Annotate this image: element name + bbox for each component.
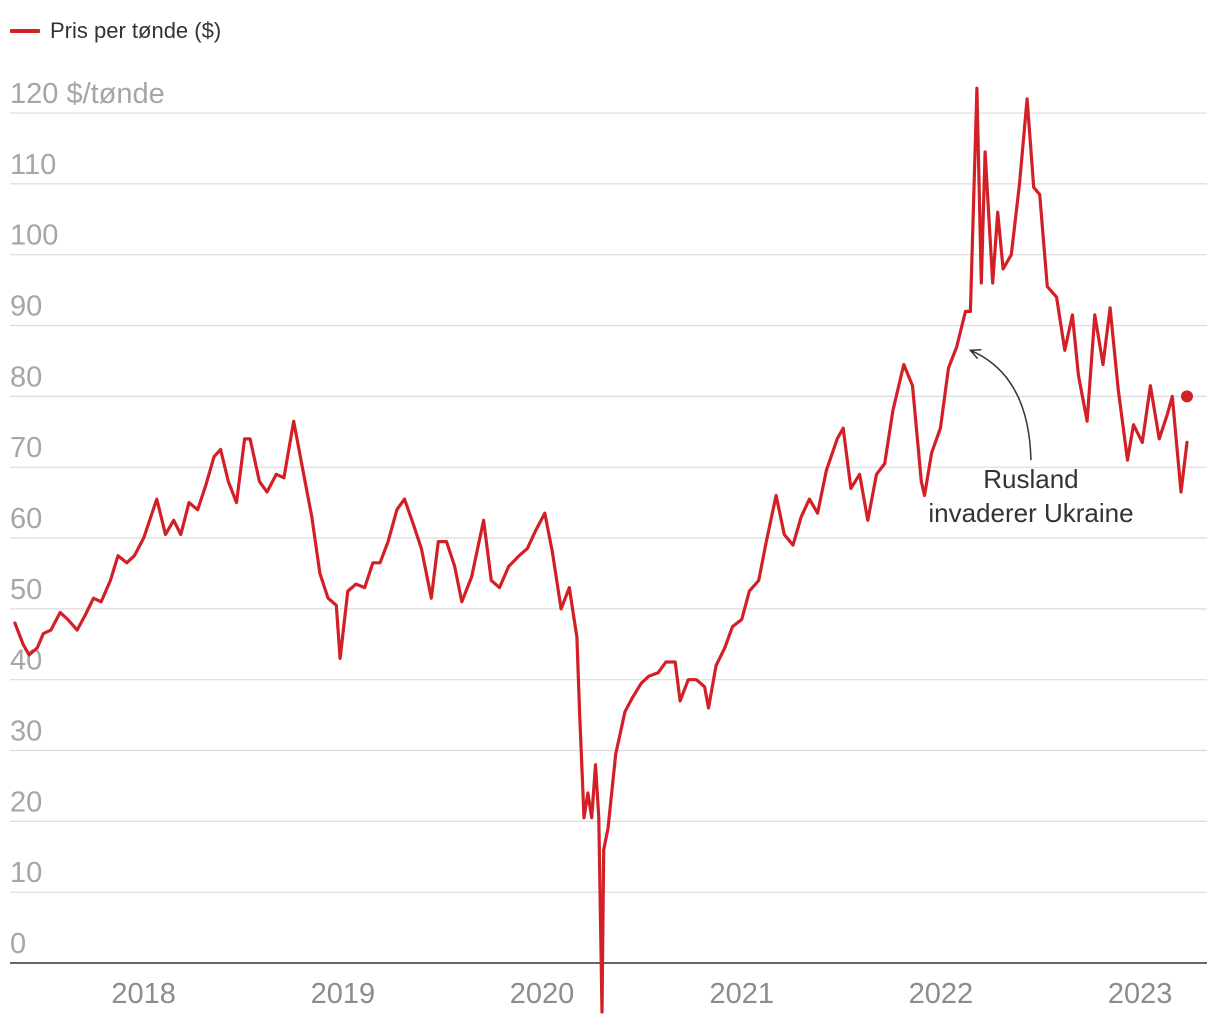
y-tick-label: 90: [10, 291, 42, 323]
legend-swatch: [10, 29, 40, 33]
x-axis-ticks: 2018 2019 2020 2021 2022 2023: [111, 978, 1172, 1010]
y-unit-label: 120 $/tønde: [10, 78, 165, 110]
gridlines: [10, 112, 1207, 964]
annotation-arrow: [970, 349, 1032, 461]
y-tick-label: 110: [10, 149, 56, 181]
x-tick-label: 2018: [111, 978, 176, 1010]
series-line: [13, 86, 1189, 1014]
y-tick-label: 80: [10, 361, 42, 393]
y-tick-label: 100: [10, 220, 58, 252]
y-tick-label: 20: [10, 786, 42, 818]
y-tick-label: 70: [10, 432, 42, 464]
annotation-arrowhead: [968, 349, 982, 360]
legend-label: Pris per tønde ($): [50, 18, 222, 43]
y-tick-label: 30: [10, 716, 42, 748]
y-tick-label: 60: [10, 503, 42, 535]
series-layer: [13, 86, 1193, 1014]
x-tick-label: 2020: [510, 978, 575, 1010]
annotation: Rusland invaderer Ukraine: [928, 349, 1134, 528]
y-tick-label: 0: [10, 928, 26, 960]
x-tick-label: 2023: [1108, 978, 1173, 1010]
series-end-point: [1181, 390, 1193, 403]
legend: Pris per tønde ($): [10, 18, 221, 44]
annotation-text: Rusland: [983, 464, 1078, 494]
annotation-text: invaderer Ukraine: [928, 498, 1133, 528]
y-tick-label: 10: [10, 857, 42, 889]
x-tick-label: 2019: [311, 978, 376, 1010]
x-tick-label: 2022: [909, 978, 974, 1010]
x-tick-label: 2021: [709, 978, 774, 1010]
y-tick-label: 50: [10, 574, 42, 606]
